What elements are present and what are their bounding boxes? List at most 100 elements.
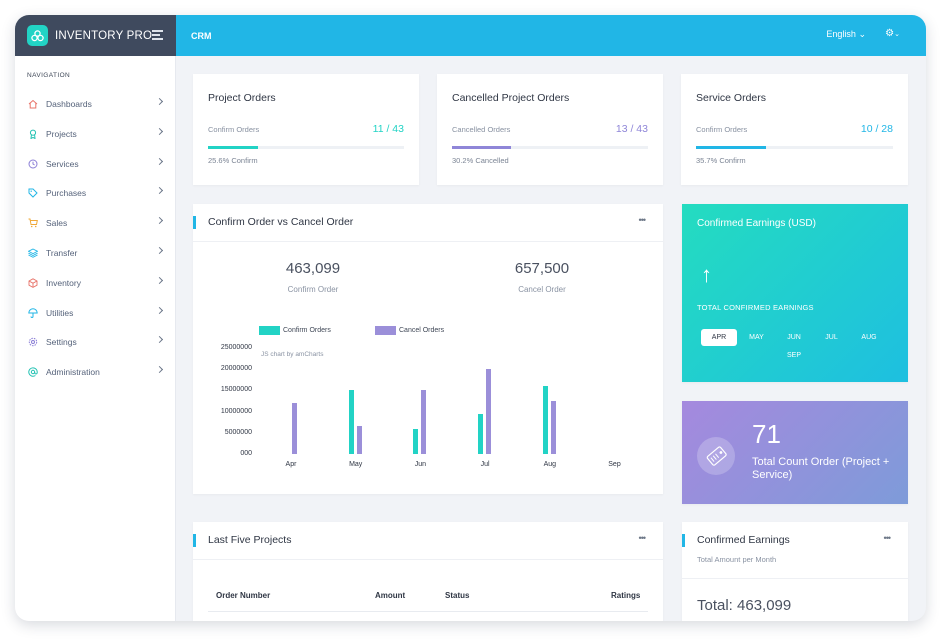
- column-order-number[interactable]: Order Number: [216, 591, 271, 600]
- sidebar-item-label: Dashboards: [46, 99, 92, 109]
- legend-swatch: [259, 326, 280, 335]
- legend-label: Cancel Orders: [399, 327, 445, 334]
- chart-title: Confirm Order vs Cancel Order: [208, 216, 354, 228]
- x-tick-label: Aug: [543, 461, 557, 468]
- layers-icon: [28, 248, 38, 258]
- legend-cancel[interactable]: Cancel Orders: [375, 326, 444, 335]
- stat-label: Cancelled Orders: [452, 125, 511, 134]
- x-tick-label: Sep: [608, 461, 621, 468]
- sidebar-item-label: Inventory: [46, 277, 81, 288]
- stat-value: 11 / 43: [372, 123, 404, 135]
- at-icon: [28, 367, 38, 377]
- confirm-bar-may[interactable]: [348, 390, 354, 454]
- sidebar-item-settings[interactable]: Settings: [15, 332, 176, 352]
- chevron-right-icon: [155, 276, 164, 284]
- progress-caption: 35.7% Confirm: [696, 156, 746, 165]
- stat-label: Confirm Orders: [696, 125, 748, 134]
- brand-bar: INVENTORY PRO: [15, 15, 176, 56]
- more-options-icon[interactable]: •••: [638, 215, 647, 225]
- sidebar-item-services[interactable]: Services: [15, 154, 176, 174]
- settings-icon: [28, 337, 38, 347]
- more-options-icon[interactable]: •••: [883, 533, 892, 543]
- y-tick-label: 15000000: [220, 386, 252, 394]
- cancel-bar-jul[interactable]: [486, 369, 492, 454]
- language-label: English: [826, 29, 856, 39]
- chart-watermark: JS chart by amCharts: [261, 351, 324, 358]
- tag-icon: [28, 188, 38, 199]
- divider: [682, 578, 908, 579]
- chevron-right-icon: [155, 187, 164, 195]
- order-chart-card: Confirm Order vs Cancel Order ••• 463,09…: [193, 204, 663, 494]
- progress-track: [208, 146, 404, 149]
- sidebar-item-transfer[interactable]: Transfer: [15, 243, 176, 263]
- month-tab-apr[interactable]: APR: [701, 329, 737, 346]
- sidebar-item-dashboards[interactable]: Dashboards: [15, 94, 176, 114]
- chevron-right-icon: [155, 127, 164, 135]
- confirmed-earnings-summary-card: Confirmed Earnings ••• Total Amount per …: [682, 522, 908, 621]
- stat-card: Cancelled Project Orders Cancelled Order…: [437, 74, 663, 185]
- month-tab-may[interactable]: MAY: [749, 334, 764, 341]
- sidebar-item-administration[interactable]: Administration: [15, 362, 176, 382]
- sidebar-item-inventory[interactable]: Inventory: [15, 273, 176, 293]
- progress-caption: 25.6% Confirm: [208, 156, 258, 165]
- chevron-right-icon: [155, 246, 164, 255]
- chevron-right-icon: [155, 306, 164, 314]
- stat-label: Confirm Orders: [208, 125, 260, 134]
- sidebar-item-label: Purchases: [46, 188, 87, 199]
- month-tab-aug[interactable]: AUG: [861, 334, 877, 341]
- stat-value: 10 / 28: [860, 123, 893, 135]
- earnings-total: Total: 463,099: [697, 597, 792, 614]
- language-selector[interactable]: English ⌄: [826, 29, 866, 40]
- award-icon: [28, 129, 38, 139]
- x-tick-label: Apr: [285, 461, 297, 468]
- projects-title: Last Five Projects: [208, 534, 292, 546]
- earnings-card-subtitle: TOTAL CONFIRMED EARNINGS: [697, 303, 814, 312]
- chart-header: Confirm Order vs Cancel Order •••: [193, 204, 663, 242]
- stat-title: Project Orders: [208, 92, 276, 104]
- nav-heading: NAVIGATION: [27, 72, 71, 79]
- sidebar-item-projects[interactable]: Projects: [15, 124, 176, 144]
- sidebar-item-utilities[interactable]: Utilities: [15, 303, 176, 323]
- projects-header: Last Five Projects •••: [193, 522, 663, 560]
- progress-track: [696, 146, 893, 149]
- cancel-bar-jun[interactable]: [421, 390, 427, 454]
- month-tab-jun[interactable]: JUN: [787, 334, 801, 341]
- month-tab-sep[interactable]: SEP: [786, 352, 801, 359]
- chevron-right-icon: [155, 157, 164, 165]
- app-window: INVENTORY PRO CRM English ⌄ ⚙⌄ NAVIGATIO…: [15, 15, 926, 621]
- cancel-bar-may[interactable]: [356, 426, 362, 454]
- page-title: CRM: [191, 30, 212, 41]
- legend-confirm[interactable]: Confirm Orders: [259, 326, 331, 335]
- month-tab-jul[interactable]: JUL: [825, 334, 838, 341]
- settings-gear-icon[interactable]: ⚙⌄: [885, 28, 900, 39]
- chevron-right-icon: [155, 336, 164, 344]
- more-options-icon[interactable]: •••: [638, 533, 647, 543]
- y-tick-label: 20000000: [220, 365, 252, 373]
- home-icon: [28, 99, 38, 109]
- tag-icon: [697, 437, 735, 475]
- last-projects-card: Last Five Projects ••• Order Number Amou…: [193, 522, 663, 621]
- sidebar-item-sales[interactable]: Sales: [15, 213, 176, 233]
- x-tick-label: Jul: [480, 461, 490, 468]
- total-count-value: 71: [752, 419, 781, 449]
- confirm-total-label: Confirm Order: [287, 285, 339, 294]
- progress-fill: [696, 146, 767, 149]
- confirm-bar-jul[interactable]: [478, 413, 484, 454]
- cancel-bar-apr[interactable]: [292, 403, 297, 454]
- stat-title: Cancelled Project Orders: [452, 92, 570, 104]
- column-status[interactable]: Status: [445, 591, 470, 600]
- confirm-bar-jun[interactable]: [413, 428, 419, 454]
- table-divider: [208, 611, 648, 612]
- column-ratings[interactable]: Ratings: [611, 591, 641, 600]
- legend-swatch: [375, 326, 396, 335]
- sidebar-item-purchases[interactable]: Purchases: [15, 183, 176, 203]
- app-logo-icon: [27, 25, 48, 46]
- cancel-bar-aug[interactable]: [550, 401, 556, 454]
- chevron-right-icon: [155, 97, 164, 106]
- accent-bar: [193, 534, 196, 547]
- confirm-bar-aug[interactable]: [542, 386, 548, 454]
- menu-toggle-icon[interactable]: [152, 30, 163, 40]
- chevron-right-icon: [155, 217, 164, 225]
- sidebar-item-label: Services: [46, 158, 79, 169]
- column-amount[interactable]: Amount: [375, 591, 406, 600]
